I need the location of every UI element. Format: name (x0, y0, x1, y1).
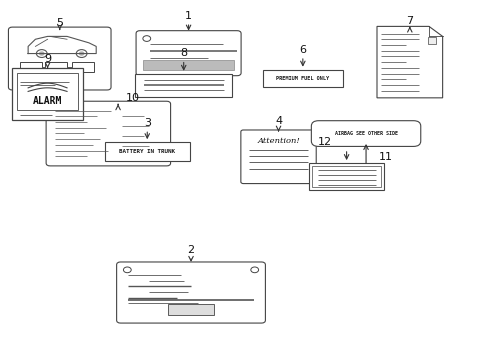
FancyBboxPatch shape (72, 63, 94, 72)
FancyBboxPatch shape (136, 31, 241, 76)
FancyBboxPatch shape (241, 130, 316, 184)
Text: 1: 1 (184, 11, 192, 21)
Text: 5: 5 (56, 18, 63, 28)
Text: 8: 8 (180, 48, 187, 58)
Text: 12: 12 (317, 138, 331, 148)
Text: PREMIUM FUEL ONLY: PREMIUM FUEL ONLY (276, 76, 329, 81)
Circle shape (39, 51, 44, 56)
Text: 10: 10 (125, 93, 140, 103)
FancyBboxPatch shape (116, 262, 265, 323)
Circle shape (79, 51, 84, 56)
FancyBboxPatch shape (311, 121, 420, 147)
Text: 7: 7 (406, 16, 412, 26)
FancyBboxPatch shape (45, 63, 67, 72)
FancyBboxPatch shape (308, 163, 384, 190)
Text: ALARM: ALARM (33, 96, 62, 107)
FancyBboxPatch shape (20, 63, 41, 72)
Text: BATTERY IN TRUNK: BATTERY IN TRUNK (119, 149, 175, 154)
Text: 11: 11 (378, 152, 392, 162)
FancyBboxPatch shape (427, 37, 435, 44)
Text: 2: 2 (187, 245, 194, 255)
Text: 6: 6 (299, 45, 305, 55)
FancyBboxPatch shape (135, 74, 232, 97)
FancyBboxPatch shape (311, 166, 381, 187)
FancyBboxPatch shape (17, 73, 78, 110)
Text: 4: 4 (274, 116, 282, 126)
FancyBboxPatch shape (143, 60, 233, 70)
Polygon shape (376, 26, 442, 98)
FancyBboxPatch shape (46, 101, 170, 166)
FancyBboxPatch shape (104, 142, 189, 161)
FancyBboxPatch shape (262, 69, 342, 87)
FancyBboxPatch shape (12, 68, 82, 120)
FancyBboxPatch shape (8, 27, 111, 90)
Text: 9: 9 (44, 54, 51, 64)
Text: 3: 3 (143, 118, 150, 128)
FancyBboxPatch shape (168, 304, 213, 315)
Text: Attention!: Attention! (257, 137, 299, 145)
Text: AIRBAG SEE OTHER SIDE: AIRBAG SEE OTHER SIDE (334, 131, 397, 136)
